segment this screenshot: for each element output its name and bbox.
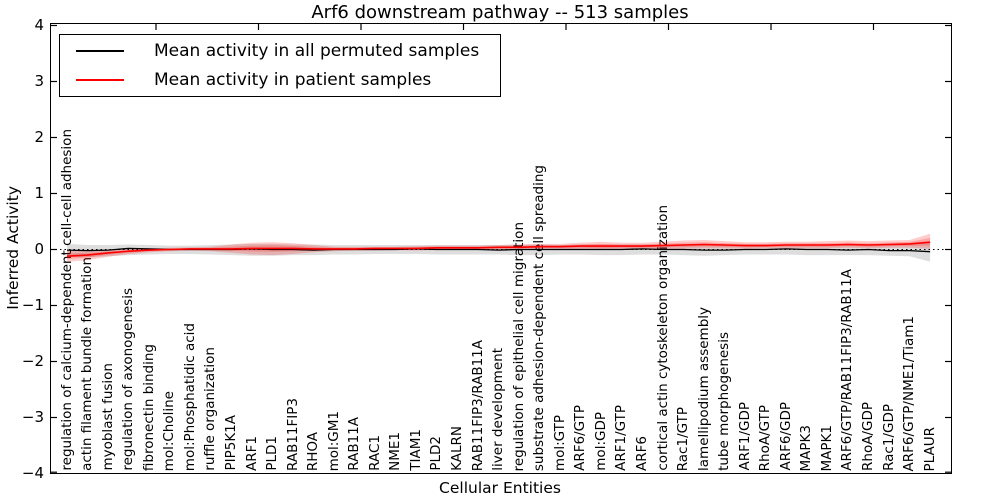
x-category-label: KALRN (448, 426, 465, 471)
y-tick-label: 4 (34, 15, 44, 34)
x-category-label: regulation of calcium-dependent cell-cel… (58, 129, 75, 471)
x-category-label: PLAUR (921, 426, 938, 471)
x-category-label: MAPK1 (818, 424, 835, 471)
x-category-label: Rac1/GTP (675, 406, 691, 471)
x-category-label: RHOA (305, 431, 322, 471)
chart-title: Arf6 downstream pathway -- 513 samples (311, 2, 689, 23)
x-category-label: regulation of axonogenesis (120, 288, 137, 471)
x-axis-label: Cellular Entities (439, 479, 561, 497)
red-line-sample-icon (76, 79, 124, 82)
y-tick-label: −3 (21, 407, 44, 426)
x-category-label: ARF1/GDP (736, 402, 753, 471)
x-category-label: RAC1 (366, 435, 383, 471)
x-category-label: ARF6/GDP (777, 402, 794, 471)
x-category-label: actin filament bundle formation (79, 257, 95, 471)
x-category-label: PLD1 (264, 436, 280, 471)
x-category-label: mol:GM1 (325, 410, 342, 471)
black-line-sample-icon (76, 49, 124, 52)
legend-label: Mean activity in all permuted samples (154, 40, 480, 61)
x-category-label: fibronectin binding (140, 343, 157, 471)
x-category-label: RAB11A (346, 417, 363, 471)
x-category-label: PIP5K1A (222, 415, 239, 471)
x-category-label: ARF6/GTP/RAB11FIP3/RAB11A (839, 269, 856, 471)
x-category-label: MAPK3 (798, 424, 815, 471)
x-category-label: substrate adhesion-dependent cell spread… (531, 164, 548, 471)
x-category-label: tube morphogenesis (716, 332, 733, 471)
y-tick-label: −2 (21, 351, 44, 370)
x-category-label: mol:GDP (592, 412, 609, 471)
y-tick-label: 0 (34, 239, 44, 258)
x-category-label: ARF1 (243, 436, 260, 471)
x-category-label: mol:Phosphatidic acid (181, 322, 198, 471)
x-category-label: cortical actin cytoskeleton organization (654, 205, 671, 471)
x-category-label: ARF6 (633, 436, 650, 471)
x-category-label: regulation of epithelial cell migration (510, 221, 527, 471)
x-category-label: RhoA/GDP (860, 402, 876, 471)
x-category-label: PLD2 (428, 436, 445, 471)
x-category-label: RAB11FIP3/RAB11A (469, 339, 486, 471)
legend-item-permuted: Mean activity in all permuted samples (60, 37, 500, 65)
legend-item-patient: Mean activity in patient samples (60, 66, 500, 94)
x-category-label: mol:GTP (551, 414, 568, 471)
x-category-label: ARF6/GTP (572, 405, 589, 471)
x-category-label: lamellipodium assembly (695, 307, 712, 471)
x-category-label: NME1 (387, 432, 404, 471)
x-category-label: Rac1/GDP (880, 404, 897, 471)
legend-label: Mean activity in patient samples (154, 70, 432, 91)
x-category-label: liver development (490, 348, 507, 471)
x-category-label: mol:Choline (161, 390, 178, 471)
y-tick-label: 1 (34, 183, 44, 202)
x-category-label: ARF6/GTP/NME1/Tiam1 (901, 315, 918, 471)
x-category-label: TIAM1 (407, 429, 424, 471)
legend: Mean activity in all permuted samples Me… (59, 34, 501, 97)
x-category-label: ARF1/GTP (613, 405, 630, 471)
y-tick-label: −4 (21, 463, 44, 482)
y-tick-label: 3 (34, 71, 44, 90)
x-category-label: myoblast fusion (99, 363, 116, 471)
x-category-label: RAB11FIP3 (284, 398, 301, 471)
x-category-label: RhoA/GTP (757, 404, 774, 471)
y-tick-label: 2 (34, 127, 44, 146)
y-tick-label: −1 (21, 295, 44, 314)
x-category-label: ruffle organization (202, 347, 219, 471)
